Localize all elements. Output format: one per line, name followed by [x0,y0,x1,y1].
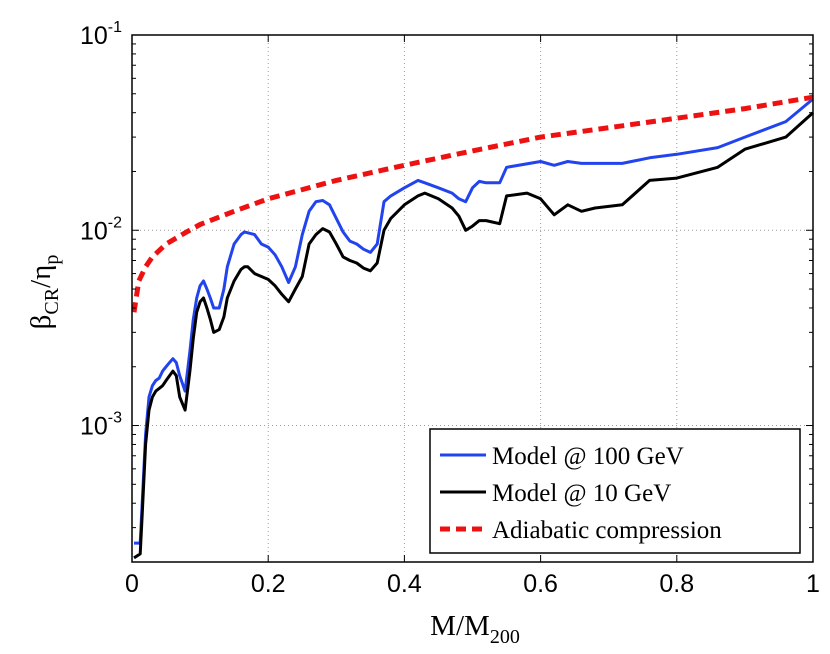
legend-label-adiabatic-compression: Adiabatic compression [492,517,722,544]
legend-label-model-10-gev: Model @ 10 GeV [492,480,671,507]
series-line-model-100-gev [134,97,814,545]
grid [132,35,813,562]
series-layer [131,94,815,560]
x-tick-label: 0.2 [251,570,286,598]
legend: Model @ 100 GeV Model @ 10 GeV Adiabatic c… [429,428,801,554]
y-tick-exponent: -3 [108,410,122,427]
plot-frame [131,34,814,563]
x-tick-label: 1 [806,570,820,598]
series-line-model-10-gev [133,111,815,560]
axis-ticks: 0 0.2 0.4 0.6 0.8 110-310-210-1 [80,19,820,598]
y-axis-title-sub1: CR [41,287,63,314]
x-axis-title-sub: 200 [490,626,520,648]
y-tick-label: 10-2 [80,214,122,245]
y-axis-title: βCR/ηp [25,255,63,330]
x-axis-title: M/M200 [430,610,520,648]
y-tick-base: 10 [80,217,108,245]
y-tick-label: 10-3 [80,410,122,441]
y-tick-base: 10 [80,413,108,441]
y-tick-base: 10 [80,22,108,50]
y-tick-exponent: -2 [108,214,122,231]
y-axis-title-sub2: p [41,255,63,265]
legend-box [429,428,801,554]
legend-label-model-100-gev: Model @ 100 GeV [492,443,684,470]
x-tick-label: 0.8 [659,570,694,598]
y-axis-title-sep: /η [25,265,57,288]
x-axis-title-main: M/M [430,610,490,642]
x-tick-label: 0.6 [523,570,558,598]
y-tick-label: 10-1 [80,19,122,50]
series-line-adiabatic-compression [131,94,814,313]
y-tick-exponent: -1 [108,19,122,36]
x-tick-label: 0.4 [387,570,422,598]
y-axis-title-main: β [25,315,57,330]
x-tick-label: 0 [125,570,139,598]
